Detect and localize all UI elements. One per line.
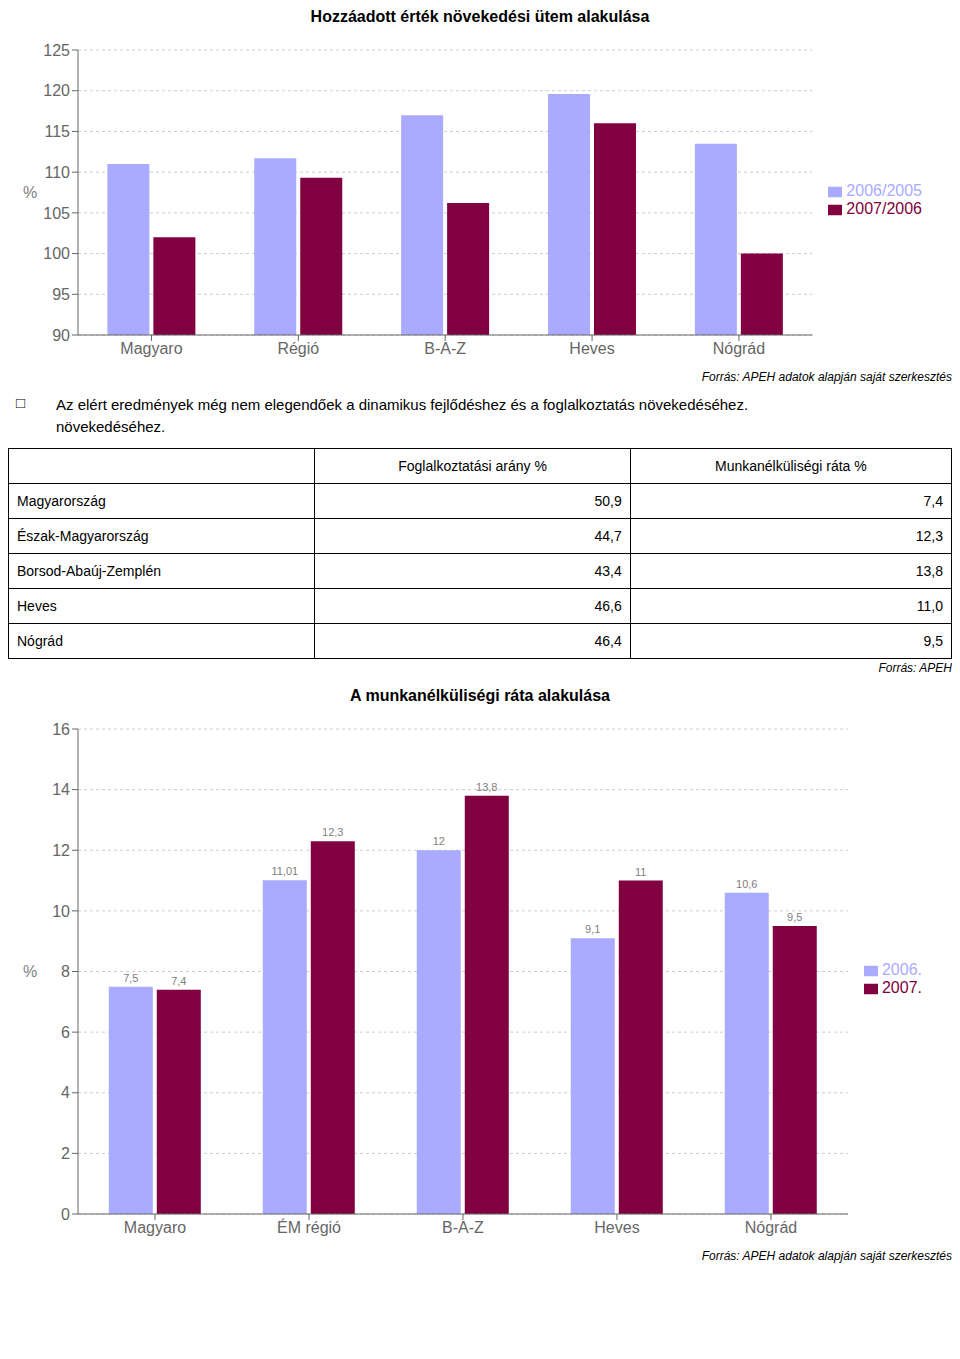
html-text:Foglalkoztatási arány %: Foglalkoztatási arány % [398,458,547,474]
svg-text:125: 125 [43,42,70,59]
svg-text:6: 6 [61,1024,70,1041]
svg-text:12: 12 [433,835,445,847]
svg-text:Magyaro: Magyaro [124,1219,186,1236]
html-text:Forrás: APEH adatok alapján sa: Forrás: APEH adatok alapján saját szerke… [701,1249,952,1263]
svg-text:14: 14 [52,781,70,798]
html-text:Észak-Magyarország: Észak-Magyarország [17,528,149,544]
html-text:növekedéséhez.: növekedéséhez. [56,418,166,435]
html-text:7,4: 7,4 [923,493,943,509]
svg-text:16: 16 [52,721,70,738]
html-text:9,5: 9,5 [923,633,943,649]
html-text:Forrás: APEH: Forrás: APEH [878,661,952,675]
html-text:46,4: 46,4 [594,633,622,649]
svg-text:B-A-Z: B-A-Z [424,340,466,357]
html-text:44,7: 44,7 [594,528,622,544]
svg-text:Heves: Heves [594,1219,639,1236]
svg-text:Heves: Heves [569,340,614,357]
svg-text:110: 110 [44,164,70,181]
html-text:Borsod-Abaúj-Zemplén: Borsod-Abaúj-Zemplén [17,563,161,579]
html-text:Magyarország: Magyarország [17,493,106,509]
html-text:2006.: 2006. [882,961,922,978]
svg-text:11,01: 11,01 [271,865,298,877]
html-text:Az elért eredmények még nem el: Az elért eredmények még nem elegendőek a… [56,396,749,413]
svg-text:2: 2 [61,1145,70,1162]
html-text:50,9: 50,9 [594,493,622,509]
html-text:A munkanélküliségi ráta alakul: A munkanélküliségi ráta alakulása [350,687,610,704]
svg-text:13,8: 13,8 [476,781,497,793]
html-text:2007/2006: 2007/2006 [846,200,922,217]
svg-text:9,5: 9,5 [787,911,802,923]
svg-text:4: 4 [61,1084,70,1101]
html-text:12,3: 12,3 [915,528,943,544]
html-text:43,4: 43,4 [594,563,622,579]
html-text:2006/2005: 2006/2005 [846,182,922,199]
svg-text:0: 0 [61,1206,70,1223]
svg-text:120: 120 [43,82,70,99]
svg-text:12,3: 12,3 [322,826,343,838]
svg-text:%: % [23,963,37,980]
svg-text:11: 11 [635,866,646,878]
svg-text:Magyaro: Magyaro [120,340,182,357]
svg-text:B-A-Z: B-A-Z [442,1219,484,1236]
svg-text:12: 12 [52,842,70,859]
html-text:46,6: 46,6 [594,598,622,614]
svg-text:10: 10 [52,903,70,920]
svg-text:Nógrád: Nógrád [745,1219,797,1236]
svg-text:%: % [23,184,37,201]
svg-text:90: 90 [52,327,70,344]
html-text:Nógrád: Nógrád [17,633,63,649]
html-text:Heves: Heves [17,598,57,614]
svg-text:115: 115 [44,123,70,140]
html-text:2007.: 2007. [882,979,922,996]
svg-text:9,1: 9,1 [585,923,600,935]
html-text:11,0: 11,0 [916,598,943,614]
svg-text:10,6: 10,6 [736,878,757,890]
html-text:Forrás: APEH adatok alapján sa: Forrás: APEH adatok alapján saját szerke… [701,370,952,384]
svg-text:100: 100 [43,245,70,262]
svg-text:105: 105 [43,205,70,222]
svg-text:ÉM régió: ÉM régió [277,1218,341,1236]
svg-text:8: 8 [61,963,70,980]
html-text:13,8: 13,8 [915,563,943,579]
svg-text:95: 95 [52,286,70,303]
svg-text:Nógrád: Nógrád [713,340,765,357]
html-text:Munkanélküliségi ráta %: Munkanélküliségi ráta % [715,458,867,474]
svg-text:7,5: 7,5 [123,972,138,984]
svg-text:Régió: Régió [277,340,319,357]
html-text:Hozzáadott érték növekedési üt: Hozzáadott érték növekedési ütem alakulá… [310,8,650,25]
svg-text:7,4: 7,4 [171,975,186,987]
